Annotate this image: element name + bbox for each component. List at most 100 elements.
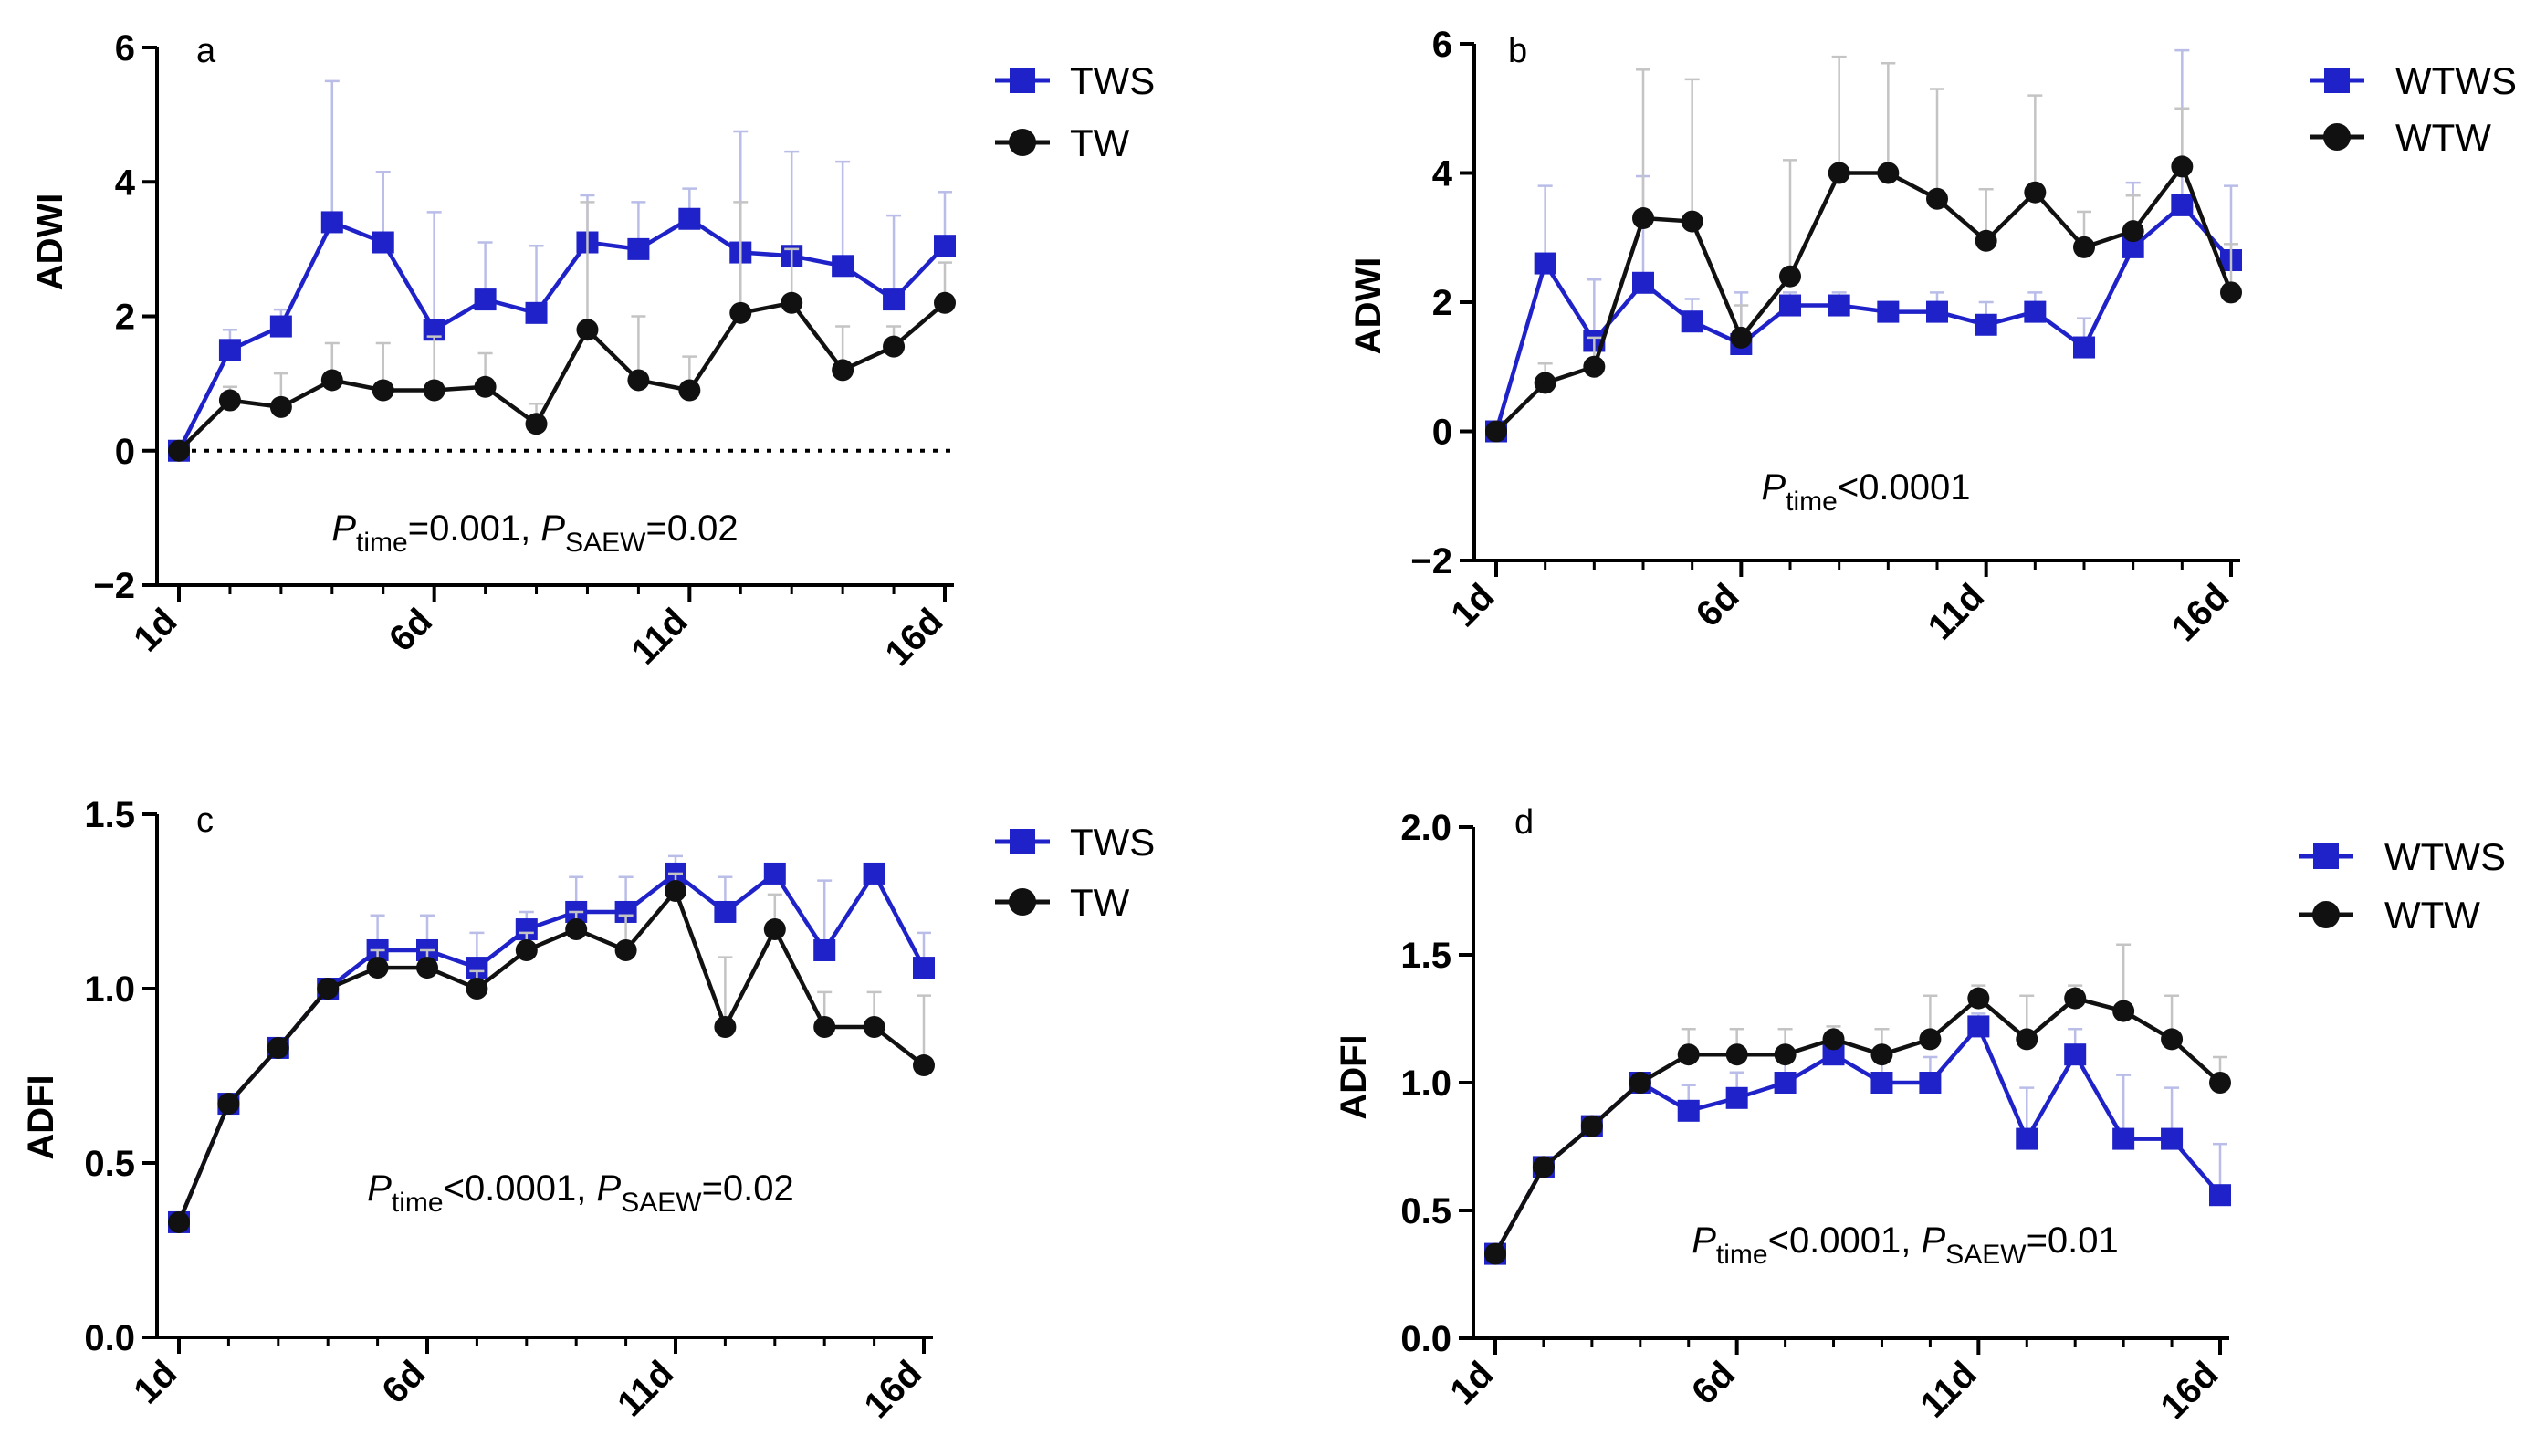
data-point — [883, 288, 906, 311]
y-tick-label: 0.5 — [84, 1144, 135, 1184]
data-point — [1484, 1242, 1506, 1265]
plot-area-a: −2 0 2 4 6 1d 6d 11d 16d — [93, 28, 956, 674]
panel-letter-b: b — [1508, 32, 1527, 70]
data-point — [2024, 181, 2047, 204]
y-tick-label: 0 — [1432, 413, 1452, 453]
data-point — [1926, 300, 1948, 323]
data-point — [1681, 310, 1703, 333]
panel-letter-d: d — [1514, 803, 1534, 842]
data-point — [1975, 313, 1997, 336]
x-tick-label: 11d — [1921, 576, 1992, 647]
plot-area-d: 0.0 0.5 1.0 1.5 2.0 1d 6d 11d 16d — [1400, 808, 2231, 1427]
data-point — [1583, 355, 1606, 378]
legend-circle-marker-icon — [1009, 888, 1036, 916]
x-tick-label: 6d — [382, 601, 440, 659]
legend-c: TWS TW — [995, 821, 1155, 924]
data-point — [1725, 1043, 1748, 1066]
chart-panel-a: −2 0 2 4 6 1d 6d 11d 16d ADWI a Ptime=0.001, PSA… — [30, 28, 1155, 674]
y-tick-label: 2.0 — [1400, 808, 1451, 848]
data-point — [1870, 1043, 1893, 1066]
x-tick-label: 6d — [1689, 576, 1747, 634]
data-point — [2024, 300, 2047, 323]
stats-annotation-a: Ptime=0.001, PSAEW=0.02 — [331, 508, 738, 558]
x-tick-label: 16d — [2164, 576, 2237, 649]
data-point — [883, 335, 906, 358]
x-tick-label: 1d — [126, 1353, 184, 1411]
data-point — [217, 1093, 240, 1116]
legend-square-marker-icon — [1010, 68, 1035, 93]
data-point — [317, 978, 340, 1000]
data-point — [1926, 187, 1948, 210]
x-tick-label: 16d — [857, 1353, 930, 1426]
legend-a: TWS TW — [995, 59, 1155, 164]
x-tick-label: 16d — [2153, 1354, 2226, 1427]
data-point — [2016, 1127, 2038, 1150]
data-point — [474, 375, 497, 398]
data-point — [1967, 1015, 1990, 1038]
data-point — [1779, 265, 1801, 288]
data-point — [1580, 1115, 1603, 1137]
y-tick-label: −2 — [1410, 541, 1452, 581]
data-point — [1774, 1043, 1797, 1066]
legend-circle-marker-icon — [2312, 901, 2340, 928]
data-point — [2161, 1028, 2184, 1051]
data-point — [576, 319, 599, 341]
data-point — [832, 359, 854, 382]
data-point — [2220, 281, 2242, 304]
series-line — [1494, 164, 2234, 434]
data-point — [269, 315, 292, 338]
data-point — [2073, 236, 2095, 258]
stats-annotation-d: Ptime<0.0001, PSAEW=0.01 — [1692, 1220, 2119, 1270]
y-tick-label: 1.5 — [84, 795, 135, 835]
data-point — [2122, 220, 2144, 243]
data-point — [2064, 1043, 2087, 1066]
x-tick-label: 6d — [1684, 1354, 1743, 1412]
x-tick-label: 6d — [374, 1353, 433, 1411]
data-point — [565, 918, 588, 941]
legend-label: WTW — [2395, 116, 2491, 159]
data-point — [813, 938, 836, 961]
data-point — [1822, 1028, 1845, 1051]
data-point — [320, 369, 343, 392]
data-point — [474, 288, 497, 311]
data-point — [423, 379, 445, 402]
legend-circle-marker-icon — [2323, 123, 2351, 151]
legend-entry-wtw: WTW — [2310, 116, 2491, 159]
data-point — [678, 379, 701, 402]
y-tick-label: 2 — [1432, 283, 1452, 323]
x-tick-label: 11d — [1912, 1354, 1984, 1425]
data-point — [218, 389, 241, 412]
legend-entry-tws: TWS — [995, 821, 1155, 864]
data-point — [1677, 1099, 1700, 1122]
data-point — [1870, 1072, 1893, 1094]
data-point — [1534, 252, 1556, 275]
data-point — [168, 439, 190, 462]
data-point — [1485, 420, 1507, 443]
y-axis-label-c: ADFI — [21, 1074, 61, 1159]
legend-label: WTW — [2384, 894, 2480, 937]
data-point — [1534, 372, 1556, 394]
data-point — [218, 339, 241, 361]
data-point — [665, 880, 686, 903]
series-wtw — [1485, 55, 2242, 443]
legend-entry-wtw: WTW — [2299, 894, 2480, 937]
data-point — [2209, 1184, 2231, 1207]
data-point — [763, 862, 786, 885]
data-point — [934, 291, 956, 314]
data-point — [1629, 1072, 1651, 1094]
data-point — [1730, 326, 1753, 349]
data-point — [2112, 1127, 2135, 1150]
y-tick-label: 0.0 — [84, 1318, 135, 1358]
series-line — [1493, 996, 2222, 1255]
panel-letter-a: a — [196, 32, 216, 70]
data-point — [1919, 1072, 1942, 1094]
data-point — [320, 211, 343, 234]
data-point — [1532, 1156, 1555, 1178]
y-axis-label-a: ADWI — [30, 194, 70, 291]
data-point — [372, 231, 394, 254]
data-point — [832, 255, 854, 278]
series-wtw — [1484, 943, 2231, 1265]
y-tick-label: 0 — [115, 432, 135, 472]
x-tick-label: 1d — [126, 601, 184, 659]
y-tick-label: 2 — [115, 298, 135, 338]
